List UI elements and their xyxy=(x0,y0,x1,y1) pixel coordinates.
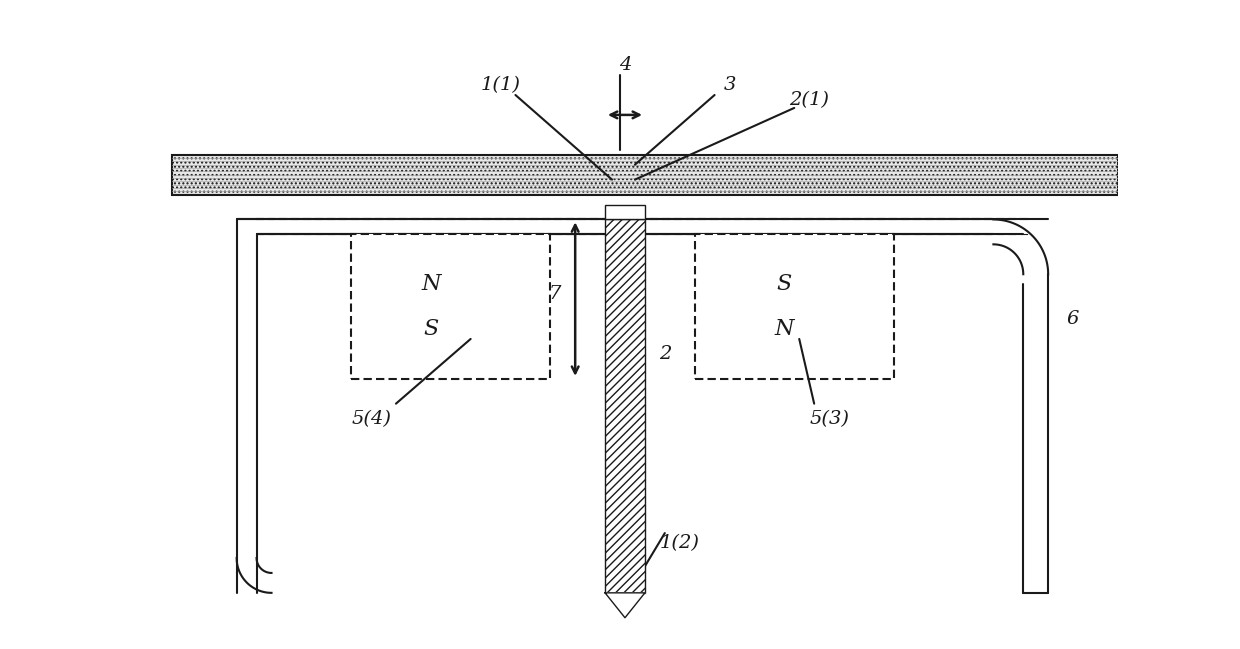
Text: 6: 6 xyxy=(1066,310,1079,328)
Text: 1(1): 1(1) xyxy=(481,76,521,94)
Bar xyxy=(172,154,1117,195)
Bar xyxy=(351,234,551,379)
Text: 1(2): 1(2) xyxy=(660,534,699,552)
Text: 2: 2 xyxy=(658,345,671,363)
Text: 2(1): 2(1) xyxy=(789,91,830,109)
Text: 7: 7 xyxy=(549,285,562,303)
Bar xyxy=(605,204,645,219)
Text: 5(4): 5(4) xyxy=(351,410,391,428)
Text: S: S xyxy=(423,318,439,340)
Text: 3: 3 xyxy=(723,76,735,94)
Bar xyxy=(694,234,894,379)
Text: N: N xyxy=(775,318,794,340)
Text: N: N xyxy=(422,273,440,295)
Polygon shape xyxy=(605,593,645,618)
Bar xyxy=(605,219,645,593)
Text: 5(3): 5(3) xyxy=(810,410,849,428)
Text: S: S xyxy=(776,273,792,295)
Text: 4: 4 xyxy=(619,56,631,74)
